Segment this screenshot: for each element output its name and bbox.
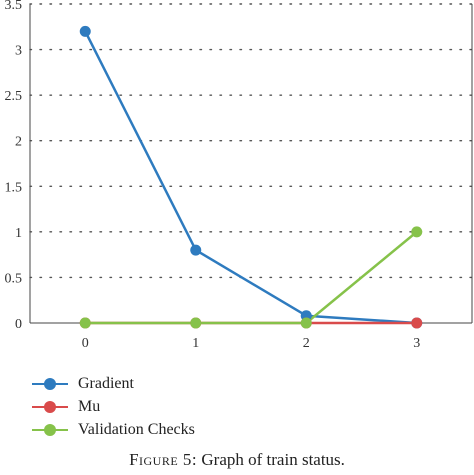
legend-label-gradient: Gradient (78, 374, 134, 392)
legend-swatch-gradient (32, 377, 68, 391)
series-line-validation-checks (85, 230, 418, 325)
figure-label: Figure 5: (129, 450, 198, 469)
legend-item-mu: Mu (32, 395, 195, 418)
y-tick-labels: 0 0.5 1 1.5 2 2.5 3 3.5 (5, 0, 23, 332)
point-gradient-0 (79, 25, 91, 37)
legend-item-validation-checks: Validation Checks (32, 418, 195, 441)
x-tick-label-2: 2 (303, 336, 310, 351)
point-validation-checks-0 (79, 317, 91, 329)
point-validation-checks-3 (411, 226, 423, 238)
series-lines (84, 30, 418, 325)
point-validation-checks-2 (300, 317, 312, 329)
x-tick-label-1: 1 (192, 336, 199, 351)
x-tick-label-0: 0 (82, 336, 89, 351)
legend-label-validation-checks: Validation Checks (78, 420, 195, 438)
legend-swatch-validation-checks (32, 423, 68, 437)
gridlines (29, 3, 473, 279)
y-tick-label-1: 0.5 (5, 271, 23, 286)
y-tick-label-2: 1 (15, 226, 22, 241)
y-tick-label-4: 2 (15, 135, 22, 150)
y-tick-label-7: 3.5 (5, 0, 23, 13)
y-tick-label-6: 3 (15, 44, 22, 59)
line-chart: 0 0.5 1 1.5 2 2.5 3 3.5 0 1 2 3 (5, 0, 473, 351)
legend-item-gradient: Gradient (32, 372, 195, 395)
point-validation-checks-1 (190, 317, 202, 329)
caption-text: Graph of train status. (201, 450, 345, 469)
y-tick-label-0: 0 (15, 317, 22, 332)
point-mu-3 (411, 317, 423, 329)
legend-swatch-mu (32, 400, 68, 414)
legend: Gradient Mu Validation Checks (32, 372, 195, 441)
figure-caption: Figure 5: Graph of train status. (0, 450, 474, 470)
x-tick-label-3: 3 (413, 336, 420, 351)
point-gradient-1 (190, 244, 202, 256)
x-tick-labels: 0 1 2 3 (82, 336, 421, 351)
legend-label-mu: Mu (78, 397, 101, 415)
series-line-gradient (84, 30, 417, 325)
y-tick-label-5: 2.5 (5, 89, 23, 104)
y-tick-label-3: 1.5 (5, 180, 23, 195)
series-points (79, 25, 423, 329)
